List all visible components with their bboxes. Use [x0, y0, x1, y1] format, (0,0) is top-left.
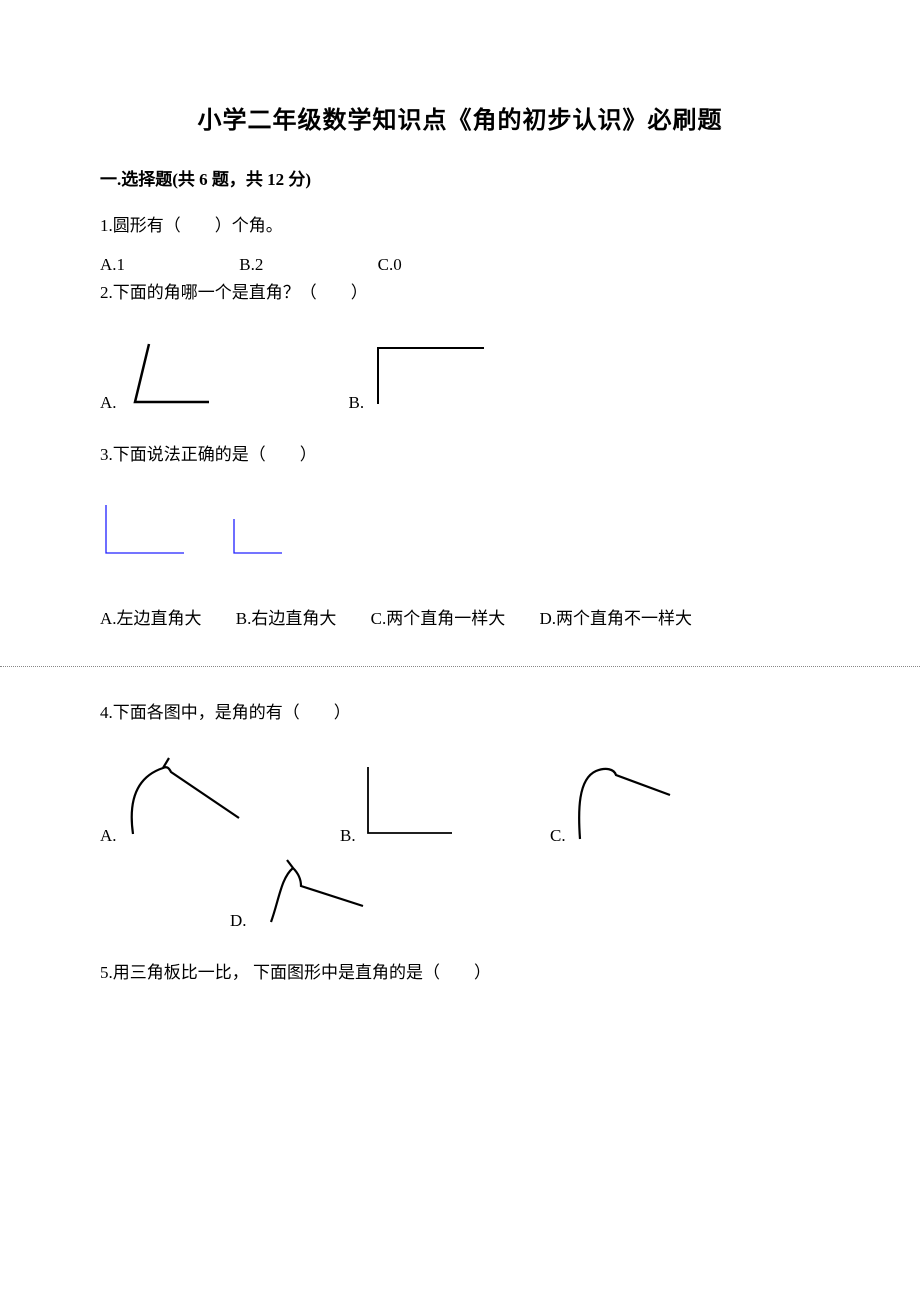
q3-figure-left [100, 499, 190, 564]
q2-options: A. B. [100, 338, 820, 413]
q3-stem: 3.下面说法正确的是（ ） [100, 441, 820, 468]
curve-angle-c-icon [566, 761, 676, 841]
q3-opt-a: A.左边直角大 [100, 604, 202, 629]
angle-right-icon [368, 338, 488, 408]
q1-opt-c: C.0 [378, 255, 402, 275]
q2-stem: 2.下面的角哪一个是直角？（ ） [100, 279, 820, 306]
q2-figure-b [368, 338, 488, 413]
page-title: 小学二年级数学知识点《角的初步认识》必刷题 [100, 100, 820, 135]
q3-opt-d: D.两个直角不一样大 [539, 604, 692, 629]
q4-figure-d [251, 856, 371, 931]
q4-opt-b-label: B. [340, 826, 356, 846]
q4-figure-a [117, 756, 247, 846]
q4-figure-c [566, 761, 676, 846]
q5-stem: 5.用三角板比一比， 下面图形中是直角的是（ ） [100, 959, 820, 986]
angle-acute-icon [121, 338, 221, 408]
q1-options: A.1 B.2 C.0 [100, 255, 820, 275]
q2-opt-b-label: B. [349, 393, 365, 413]
q1-opt-b: B.2 [239, 255, 263, 275]
q1-opt-a: A.1 [100, 255, 125, 275]
q3-options: A.左边直角大 B.右边直角大 C.两个直角一样大 D.两个直角不一样大 [100, 604, 820, 629]
section-1-header: 一.选择题(共 6 题，共 12 分) [100, 165, 820, 190]
curve-angle-d-icon [251, 856, 371, 926]
curve-angle-a-icon [117, 756, 247, 841]
q3-opt-b: B.右边直角大 [236, 604, 337, 629]
right-angle-small-icon [228, 509, 288, 559]
q2-figure-a [121, 338, 221, 413]
q3-figure-right [228, 509, 288, 564]
right-angle-b-icon [356, 761, 456, 841]
q3-opt-c: C.两个直角一样大 [371, 604, 506, 629]
q3-figures [100, 499, 820, 564]
q4-figure-b [356, 761, 456, 846]
q4-opt-c-label: C. [550, 826, 566, 846]
q4-options-row2: D. [100, 856, 820, 931]
q2-opt-a-label: A. [100, 393, 117, 413]
q4-stem: 4.下面各图中，是角的有（ ） [100, 699, 820, 726]
right-angle-large-icon [100, 499, 190, 559]
q1-stem: 1.圆形有（ ）个角。 [100, 212, 820, 239]
q4-opt-a-label: A. [100, 826, 117, 846]
q4-opt-d-label: D. [230, 911, 247, 931]
q4-options-row1: A. B. C. [100, 756, 820, 846]
